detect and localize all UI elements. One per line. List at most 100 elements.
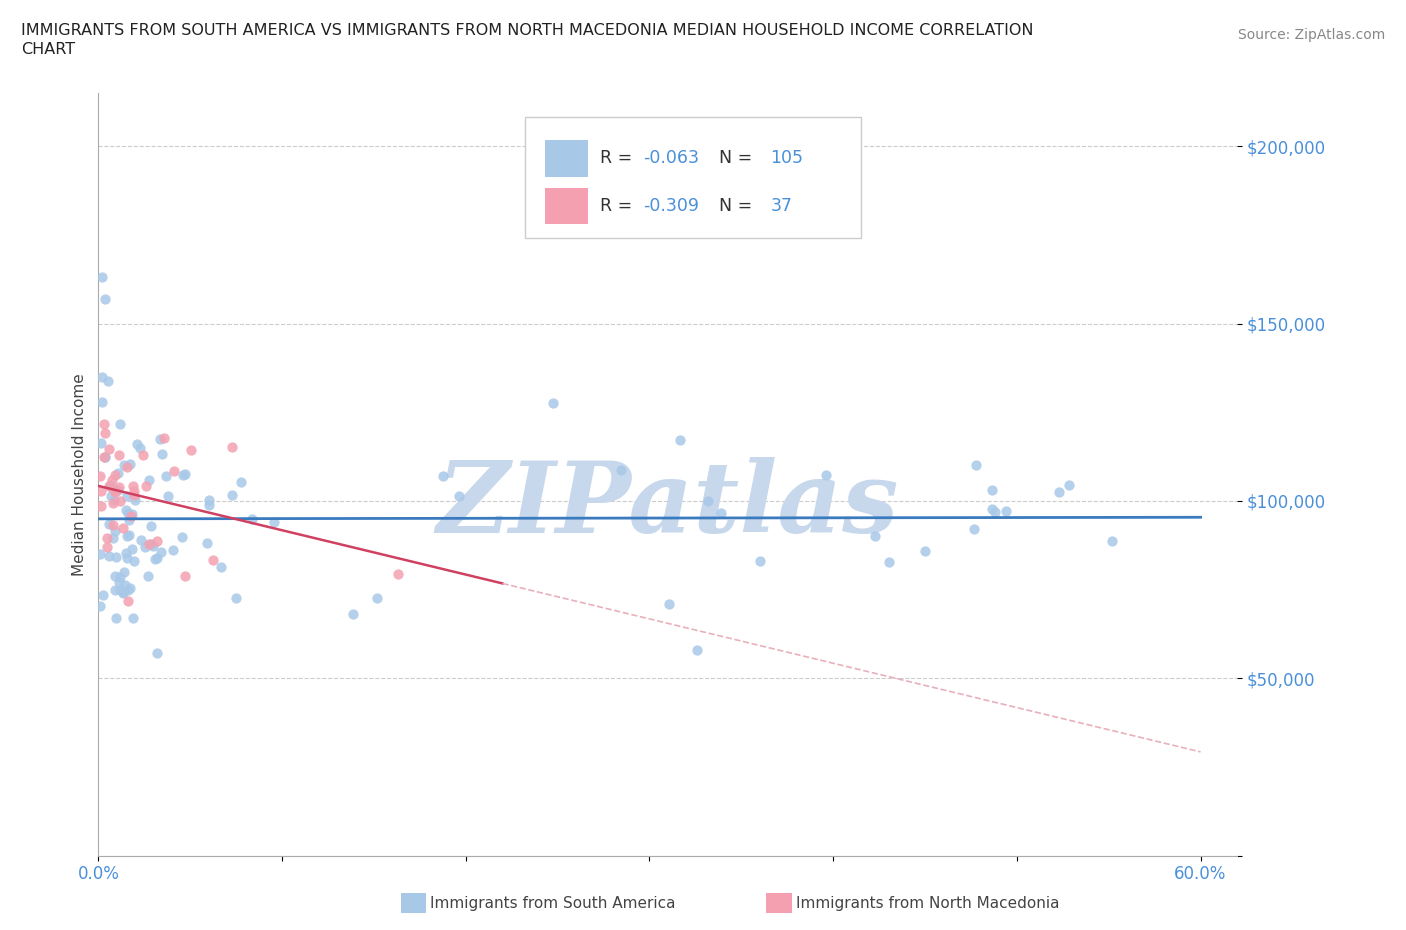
Point bbox=[100, 488, 122, 503]
Point bbox=[240, 512, 263, 526]
Point bbox=[697, 494, 720, 509]
Point bbox=[108, 480, 131, 495]
Point bbox=[135, 479, 157, 494]
Point bbox=[108, 569, 131, 584]
Point bbox=[108, 417, 131, 432]
Point bbox=[142, 538, 165, 553]
Point bbox=[103, 518, 125, 533]
Point bbox=[121, 541, 143, 556]
Point bbox=[107, 483, 129, 498]
Point bbox=[98, 516, 121, 531]
Point bbox=[146, 645, 169, 660]
Point bbox=[114, 578, 136, 592]
Point bbox=[121, 610, 143, 625]
Point bbox=[118, 513, 141, 528]
Point bbox=[1047, 485, 1070, 499]
Point bbox=[104, 485, 127, 499]
Point bbox=[89, 599, 111, 614]
Point bbox=[91, 587, 114, 602]
Point bbox=[115, 459, 138, 474]
Point bbox=[609, 462, 631, 477]
Point bbox=[172, 468, 194, 483]
Point bbox=[136, 568, 159, 583]
Text: CHART: CHART bbox=[21, 42, 75, 57]
Point bbox=[110, 583, 132, 598]
Point bbox=[149, 432, 172, 446]
Point bbox=[366, 591, 388, 605]
Point bbox=[127, 437, 149, 452]
Bar bbox=[546, 140, 588, 177]
Point bbox=[209, 560, 232, 575]
Point bbox=[104, 524, 127, 538]
Point bbox=[669, 432, 692, 447]
Text: IMMIGRANTS FROM SOUTH AMERICA VS IMMIGRANTS FROM NORTH MACEDONIA MEDIAN HOUSEHOL: IMMIGRANTS FROM SOUTH AMERICA VS IMMIGRA… bbox=[21, 23, 1033, 38]
Point bbox=[153, 431, 176, 445]
Point bbox=[112, 565, 135, 579]
Point bbox=[108, 494, 131, 509]
Point bbox=[112, 458, 135, 472]
Point bbox=[94, 450, 117, 465]
Point bbox=[90, 369, 112, 384]
Point bbox=[145, 551, 167, 565]
Text: Immigrants from South America: Immigrants from South America bbox=[430, 896, 676, 910]
Point bbox=[117, 582, 139, 597]
Point bbox=[138, 537, 160, 551]
Point bbox=[170, 529, 193, 544]
FancyBboxPatch shape bbox=[526, 117, 862, 238]
Point bbox=[120, 457, 142, 472]
Point bbox=[965, 458, 987, 472]
Point bbox=[103, 493, 125, 508]
Point bbox=[221, 487, 243, 502]
Point bbox=[104, 569, 127, 584]
Point bbox=[104, 484, 127, 498]
Point bbox=[89, 547, 111, 562]
Text: N =: N = bbox=[718, 150, 758, 167]
Point bbox=[122, 487, 145, 502]
Point bbox=[1057, 478, 1080, 493]
Point bbox=[145, 533, 167, 548]
Point bbox=[387, 566, 409, 581]
Point bbox=[658, 596, 681, 611]
Point bbox=[94, 426, 117, 441]
Text: -0.063: -0.063 bbox=[643, 150, 699, 167]
Point bbox=[104, 583, 127, 598]
Point bbox=[914, 543, 936, 558]
Point bbox=[139, 537, 162, 551]
Text: N =: N = bbox=[718, 197, 758, 215]
Point bbox=[90, 498, 112, 513]
Point bbox=[128, 440, 150, 455]
Point bbox=[984, 505, 1007, 520]
Point bbox=[117, 594, 139, 609]
Point bbox=[432, 469, 454, 484]
Point bbox=[96, 374, 118, 389]
Point bbox=[90, 436, 112, 451]
Point bbox=[163, 464, 186, 479]
Point bbox=[134, 539, 156, 554]
Point bbox=[981, 483, 1004, 498]
Text: 105: 105 bbox=[770, 150, 803, 167]
Point bbox=[108, 447, 131, 462]
Point bbox=[112, 521, 135, 536]
Point bbox=[94, 450, 117, 465]
Point bbox=[197, 492, 219, 507]
Point bbox=[107, 466, 129, 481]
Point bbox=[150, 446, 173, 461]
Point bbox=[197, 498, 219, 513]
Point bbox=[103, 531, 125, 546]
Point bbox=[111, 585, 134, 600]
Point bbox=[117, 551, 139, 565]
Point bbox=[129, 532, 152, 547]
Point bbox=[112, 586, 135, 601]
Point bbox=[1101, 533, 1123, 548]
Point bbox=[156, 488, 179, 503]
Point bbox=[195, 536, 218, 551]
Point bbox=[174, 466, 197, 481]
Point bbox=[749, 554, 772, 569]
Point bbox=[447, 489, 470, 504]
Point bbox=[104, 468, 127, 483]
Point bbox=[100, 472, 122, 487]
Point bbox=[962, 522, 984, 537]
Point bbox=[90, 484, 112, 498]
Point bbox=[93, 449, 115, 464]
Point bbox=[105, 550, 128, 565]
